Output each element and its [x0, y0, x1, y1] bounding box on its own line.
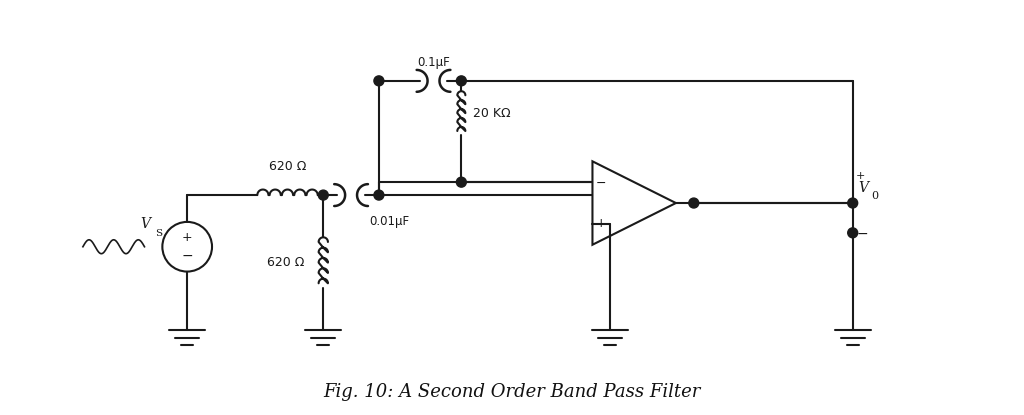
Circle shape — [848, 198, 858, 208]
Circle shape — [457, 76, 466, 86]
Text: S: S — [156, 229, 163, 238]
Text: V: V — [859, 181, 868, 195]
Text: +: + — [182, 231, 193, 244]
Circle shape — [318, 190, 329, 200]
Text: 0.01μF: 0.01μF — [369, 215, 410, 228]
Text: +: + — [856, 171, 865, 181]
Text: V: V — [140, 217, 151, 231]
Text: 0: 0 — [871, 191, 879, 201]
Text: 620 Ω: 620 Ω — [269, 160, 306, 173]
Text: +: + — [596, 217, 606, 229]
Text: Fig. 10: A Second Order Band Pass Filter: Fig. 10: A Second Order Band Pass Filter — [324, 383, 700, 401]
Circle shape — [689, 198, 698, 208]
Text: 620 Ω: 620 Ω — [267, 256, 304, 269]
Circle shape — [374, 190, 384, 200]
Text: 20 KΩ: 20 KΩ — [473, 107, 511, 120]
Circle shape — [848, 228, 858, 238]
Circle shape — [374, 76, 384, 86]
Text: −: − — [857, 227, 868, 241]
Circle shape — [457, 177, 466, 187]
Text: 0.1μF: 0.1μF — [417, 56, 450, 69]
Text: −: − — [181, 249, 193, 263]
Text: −: − — [596, 176, 606, 190]
